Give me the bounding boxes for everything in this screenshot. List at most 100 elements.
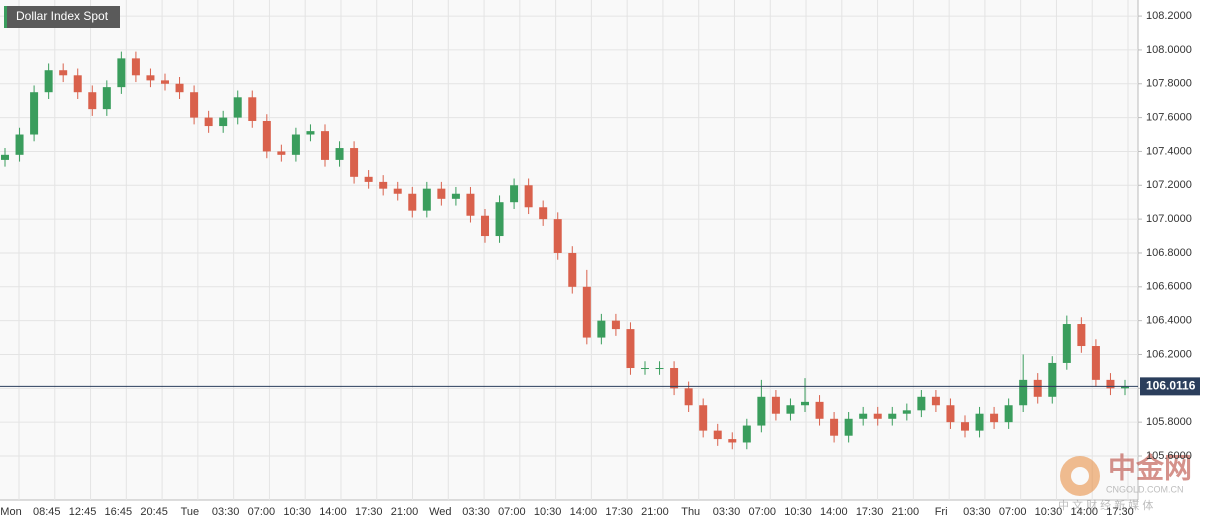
x-tick-label: 17:30 (605, 506, 633, 518)
candle-body (1106, 379, 1115, 389)
chart-title: Dollar Index Spot (16, 9, 109, 23)
y-tick-label: 107.4000 (1146, 145, 1192, 157)
candle-body (495, 202, 504, 237)
candle-body (15, 134, 24, 155)
candle-body (481, 215, 489, 237)
candle-body (204, 117, 213, 127)
y-tick-label: 105.6000 (1146, 450, 1192, 462)
candle-body (451, 193, 460, 199)
candle-body (408, 193, 417, 211)
candle-body (699, 405, 708, 431)
candle-body (670, 368, 679, 389)
x-tick-label: 07:00 (248, 506, 276, 518)
x-tick-label: 08:45 (33, 506, 61, 518)
x-tick-label: 03:30 (462, 506, 490, 518)
candle-body (568, 252, 577, 287)
x-tick-label: 07:00 (999, 506, 1027, 518)
candle-body (248, 97, 257, 121)
candle-body (291, 134, 300, 155)
candles (1, 51, 1129, 450)
y-tick-label: 105.8000 (1146, 416, 1192, 428)
candle-body (990, 413, 999, 423)
candle-body (902, 410, 911, 414)
candle-body (379, 181, 388, 189)
y-tick-label: 108.0000 (1146, 44, 1192, 56)
x-tick-label: 10:30 (283, 506, 311, 518)
x-tick-label: 10:30 (534, 506, 562, 518)
last-price-label: 106.0116 (1146, 379, 1196, 393)
candle-body (393, 188, 402, 194)
candle-body (321, 131, 329, 160)
candle-body (582, 286, 591, 338)
x-tick-label: 16:45 (105, 506, 133, 518)
candle-body (946, 405, 955, 423)
candle-body (510, 185, 519, 203)
candle-body (859, 413, 868, 419)
x-tick-label: 14:00 (820, 506, 848, 518)
candle-body (975, 413, 984, 431)
candle-body (190, 92, 199, 118)
candle-body (73, 75, 82, 93)
candle-body (786, 405, 795, 414)
x-tick-label: 07:00 (498, 506, 526, 518)
y-tick-label: 106.8000 (1146, 247, 1192, 259)
candle-body (1091, 346, 1100, 380)
candle-body (771, 396, 780, 414)
candle-body (815, 401, 824, 419)
watermark-tagline: 中 文 财 经 新 媒 体 (1058, 498, 1153, 512)
x-tick-label: 03:30 (212, 506, 240, 518)
watermark-site: CNGOLD.COM.CN (1106, 484, 1184, 494)
last-price-box (1140, 377, 1200, 396)
candle-body (830, 418, 839, 436)
title-accent (4, 6, 7, 28)
y-tick-label: 108.2000 (1146, 10, 1192, 22)
x-tick-label: 10:30 (1035, 506, 1063, 518)
candle-body (335, 148, 344, 160)
x-tick-label: 17:30 (355, 506, 383, 518)
x-tick-label: 14:00 (319, 506, 347, 518)
candle-body (306, 131, 315, 135)
candle-body (146, 75, 155, 81)
x-tick-label: 03:30 (713, 506, 741, 518)
y-tick-label: 107.6000 (1146, 112, 1192, 124)
x-tick-label: 12:45 (69, 506, 97, 518)
candle-body (961, 422, 969, 431)
candle-body (888, 413, 897, 419)
candle-body (1048, 362, 1057, 397)
candle-body (553, 219, 562, 253)
candle-body (1019, 379, 1028, 406)
candle-body (161, 80, 169, 84)
y-tick-label: 106.2000 (1146, 348, 1192, 360)
candle-body (655, 368, 664, 370)
candle-body (917, 396, 926, 411)
x-tick-label: 10:30 (784, 506, 812, 518)
x-tick-label: 03:30 (963, 506, 991, 518)
candle-body (350, 148, 359, 177)
candle-body (728, 439, 737, 443)
x-tick-label: Wed (429, 506, 451, 518)
candle-body (88, 92, 97, 110)
candle-body (801, 401, 809, 406)
x-tick-label: 14:00 (1070, 506, 1098, 518)
candle-body (262, 120, 271, 152)
candle-body (641, 368, 649, 370)
y-tick-label: 107.0000 (1146, 213, 1192, 225)
candle-body (873, 413, 882, 419)
x-tick-label: 21:00 (391, 506, 419, 518)
candle-body (931, 396, 940, 406)
candle-body (742, 425, 751, 443)
candle-body (102, 87, 111, 110)
candle-body (44, 70, 53, 93)
candle-body (277, 151, 286, 155)
candle-body (597, 320, 606, 338)
x-tick-label: Mon (0, 506, 21, 518)
candle-body (422, 188, 431, 211)
candle-body (524, 185, 533, 208)
candle-body (466, 193, 475, 216)
candle-body (1121, 386, 1129, 389)
candle-body (233, 97, 242, 118)
candle-body (30, 92, 39, 135)
watermark-logo: 中金网 (1108, 451, 1192, 483)
x-tick-label: 17:30 (856, 506, 884, 518)
